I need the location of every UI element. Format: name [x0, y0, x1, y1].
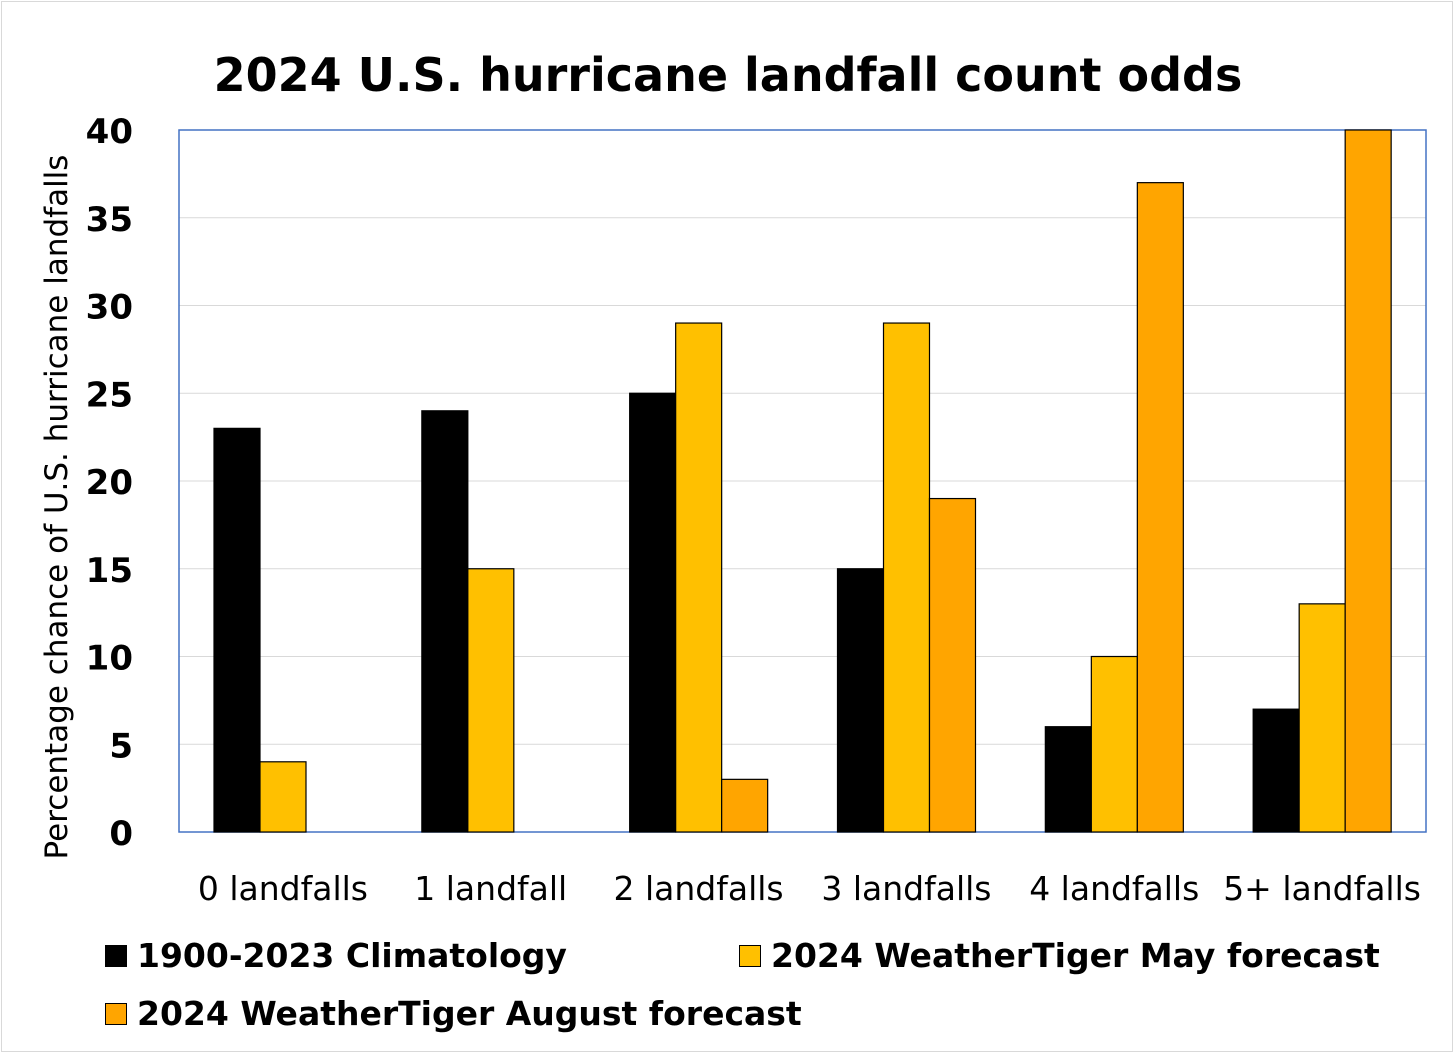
plot-area-border: [178, 129, 1427, 833]
x-tick-label: 4 landfalls: [1029, 869, 1199, 908]
y-tick-label: 20: [86, 463, 133, 503]
bar-climatology: [836, 568, 885, 833]
legend-label-august-forecast: 2024 WeatherTiger August forecast: [137, 994, 802, 1033]
bar-august-forecast: [1344, 129, 1392, 833]
bar-august-forecast: [721, 778, 769, 833]
x-tick-label: 3 landfalls: [821, 869, 991, 908]
bar-may-forecast: [1090, 655, 1138, 833]
x-tick-label: 2 landfalls: [614, 869, 784, 908]
bar-climatology: [1252, 708, 1300, 833]
x-tick-label: 0 landfalls: [198, 869, 368, 908]
bar-may-forecast: [882, 322, 931, 833]
bar-may-forecast: [1298, 603, 1346, 833]
x-tick-label: 1 landfall: [414, 869, 567, 908]
bar-august-forecast: [928, 497, 977, 833]
chart-title: 2024 U.S. hurricane landfall count odds: [213, 48, 1243, 102]
legend-swatch-may-forecast: [739, 944, 761, 967]
bar-may-forecast: [675, 322, 723, 833]
legend-swatch-august-forecast: [105, 1002, 127, 1025]
y-tick-label: 25: [86, 375, 133, 415]
bar-climatology: [421, 410, 469, 833]
y-tick-label: 40: [86, 112, 133, 152]
legend-item-may-forecast: 2024 WeatherTiger May forecast: [739, 936, 1380, 975]
y-axis-title: Percentage chance of U.S. hurricane land…: [39, 155, 75, 860]
legend-label-may-forecast: 2024 WeatherTiger May forecast: [771, 936, 1380, 975]
bar-climatology: [629, 392, 677, 833]
y-tick-label: 35: [86, 200, 133, 240]
x-tick-label: 5+ landfalls: [1223, 869, 1421, 908]
bar-climatology: [1044, 726, 1092, 833]
y-tick-label: 0: [109, 814, 133, 854]
y-tick-label: 5: [109, 726, 133, 766]
y-tick-label: 15: [86, 551, 133, 591]
bar-may-forecast: [467, 568, 515, 833]
legend-item-august-forecast: 2024 WeatherTiger August forecast: [105, 994, 802, 1033]
legend-item-climatology: 1900-2023 Climatology: [105, 936, 567, 975]
legend-label-climatology: 1900-2023 Climatology: [137, 936, 567, 975]
y-tick-label: 30: [86, 288, 133, 328]
bar-august-forecast: [1136, 182, 1184, 833]
legend-swatch-climatology: [105, 944, 127, 967]
bar-climatology: [213, 427, 261, 833]
y-tick-label: 10: [86, 639, 133, 679]
bar-may-forecast: [259, 761, 307, 833]
